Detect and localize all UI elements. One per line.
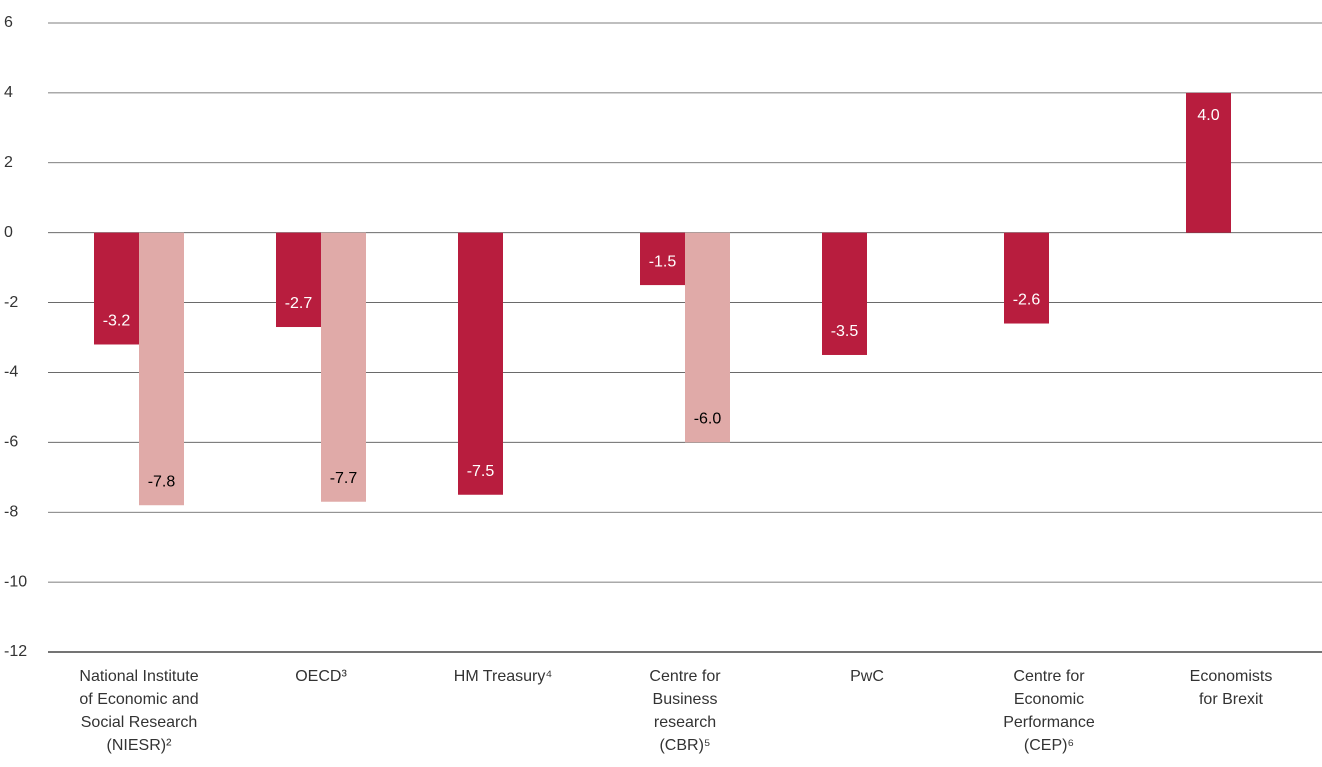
x-tick-label: OECD³ [295,668,347,685]
x-tick-label: Business [653,691,718,708]
x-tick-label: Social Research [81,714,198,731]
bar [458,232,503,495]
data-label: -2.6 [1013,292,1041,309]
y-tick-label: 4 [4,84,13,101]
bar [1004,232,1049,324]
x-tick-label: Centre for [649,668,721,685]
x-tick-label: Centre for [1013,668,1085,685]
bar [685,232,730,443]
y-tick-label: 0 [4,224,13,241]
y-tick-label: 6 [4,14,13,31]
y-tick-label: -12 [4,643,27,660]
data-label: -7.8 [148,473,176,490]
x-tick-label: Economic [1014,691,1084,708]
x-tick-label: PwC [850,668,884,685]
bar [94,232,139,345]
x-tick-label: National Institute [79,668,198,685]
data-label: -1.5 [649,253,677,270]
y-tick-label: 2 [4,154,13,171]
x-tick-label: (CBR)⁵ [659,737,710,754]
x-tick-label: HM Treasury⁴ [454,668,553,685]
x-tick-label: of Economic and [79,691,198,708]
x-tick-label: Economists [1190,668,1273,685]
bar [640,232,685,286]
x-tick-label: research [654,714,716,731]
bar [1186,92,1231,233]
bar [321,232,366,502]
data-label: 4.0 [1197,107,1219,124]
data-label: -3.2 [103,313,131,330]
bar [139,232,184,506]
x-tick-label: for Brexit [1199,691,1264,708]
y-tick-label: -4 [4,364,18,381]
bar [822,232,867,355]
y-tick-label: -10 [4,573,27,590]
data-label: -3.5 [831,323,859,340]
data-label: -7.5 [467,463,495,480]
y-tick-label: -6 [4,434,18,451]
data-label: -2.7 [285,295,313,312]
y-tick-label: -2 [4,294,18,311]
x-tick-label: (CEP)⁶ [1024,737,1074,754]
y-tick-label: -8 [4,503,18,520]
x-tick-label: (NIESR)² [107,737,173,754]
data-label: -6.0 [694,411,722,428]
x-tick-label: Performance [1003,714,1095,731]
data-label: -7.7 [330,470,358,487]
bar [276,232,321,328]
